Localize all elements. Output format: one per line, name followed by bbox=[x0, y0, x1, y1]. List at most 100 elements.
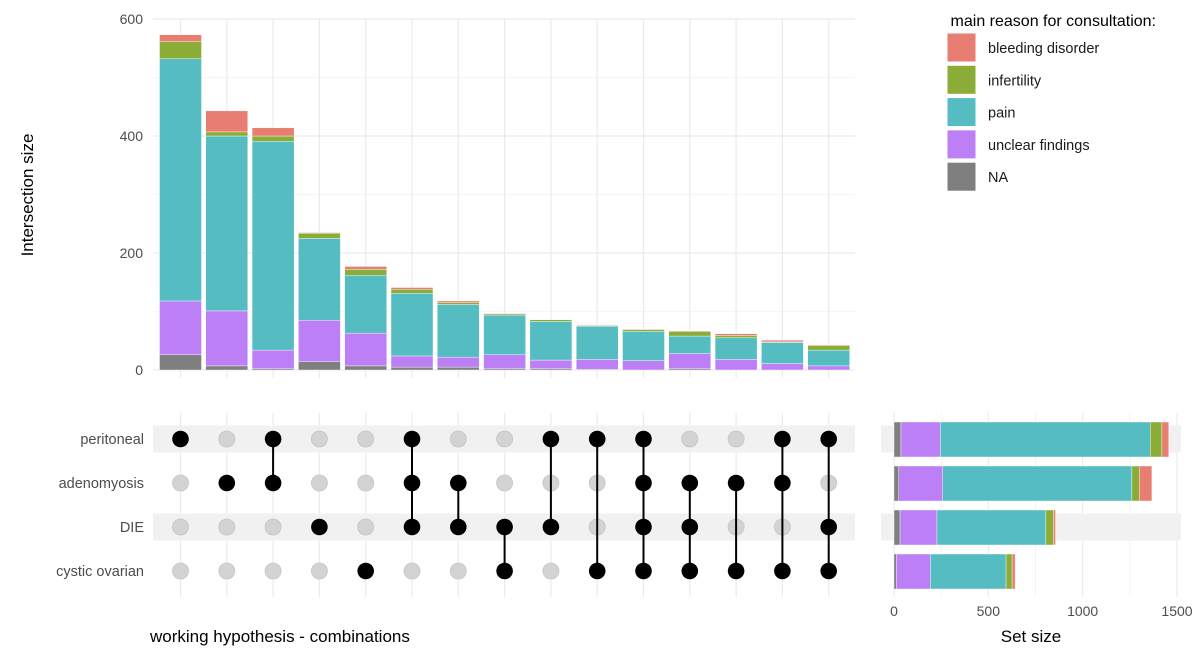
matrix-dot-active bbox=[172, 430, 189, 448]
set-bar-segment-unclear-findings bbox=[899, 509, 938, 546]
matrix-dot-inactive bbox=[496, 430, 514, 448]
bar-segment-unclear-findings bbox=[576, 359, 619, 370]
intersection-bar bbox=[344, 266, 387, 371]
intersection-bar bbox=[205, 110, 249, 371]
matrix-dot-inactive bbox=[172, 474, 189, 492]
bar-segment-unclear-findings bbox=[205, 310, 249, 367]
legend-swatch bbox=[946, 129, 977, 160]
matrix-dot-active bbox=[820, 430, 837, 448]
bar-segment-infertility bbox=[529, 319, 573, 322]
intersection-bar bbox=[622, 328, 665, 371]
intersection-bar bbox=[251, 127, 295, 371]
set-bar-segment-pain bbox=[942, 465, 1133, 502]
bar-segment-infertility bbox=[668, 331, 711, 337]
y-tick-label: 200 bbox=[120, 245, 144, 261]
bar-segment-bleeding-disorder bbox=[668, 330, 711, 332]
set-bar-segment-bleeding-disorder bbox=[1161, 421, 1169, 458]
set-bar-segment-infertility bbox=[1045, 509, 1054, 546]
matrix-column bbox=[264, 430, 282, 580]
matrix-dot-inactive bbox=[264, 562, 282, 580]
matrix-dot-active bbox=[218, 474, 236, 492]
set-bar-segment-infertility bbox=[1150, 421, 1163, 458]
x-tick-label: 0 bbox=[890, 603, 898, 619]
y-axis-title: Intersection size bbox=[18, 134, 37, 257]
legend-swatch bbox=[946, 32, 977, 63]
matrix-column bbox=[635, 430, 652, 580]
matrix-dot-active bbox=[357, 562, 375, 580]
matrix-dot-active bbox=[635, 430, 652, 448]
x-tick-label: 500 bbox=[977, 603, 1001, 619]
bar-segment-unclear-findings bbox=[483, 354, 526, 370]
matrix-dot-active bbox=[496, 562, 513, 580]
matrix-dot-inactive bbox=[449, 562, 467, 580]
y-tick-label: 400 bbox=[120, 128, 144, 144]
matrix-dot-active bbox=[774, 430, 791, 448]
matrix-dot-active bbox=[681, 474, 699, 492]
bar-segment-unclear-findings bbox=[251, 349, 295, 370]
bar-segment-pain bbox=[529, 321, 573, 361]
bar-segment-unclear-findings bbox=[714, 359, 758, 371]
intersection-bar bbox=[761, 339, 804, 371]
bar-segment-na bbox=[437, 366, 480, 371]
legend-swatch bbox=[946, 161, 977, 192]
set-bar-segment-infertility bbox=[1131, 465, 1140, 502]
bar-segment-bleeding-disorder bbox=[714, 333, 758, 336]
bar-segment-pain bbox=[205, 135, 249, 312]
bar-segment-pain bbox=[761, 342, 804, 364]
legend-label: bleeding disorder bbox=[988, 41, 1099, 57]
bar-segment-unclear-findings bbox=[529, 359, 573, 370]
bar-segment-infertility bbox=[251, 135, 295, 142]
x-tick-label: 1000 bbox=[1067, 603, 1098, 619]
matrix-column bbox=[496, 430, 514, 580]
matrix-dot-active bbox=[820, 562, 837, 580]
legend-label: NA bbox=[988, 170, 1008, 186]
legend-label: pain bbox=[988, 106, 1015, 122]
intersection-matrix bbox=[172, 430, 838, 580]
legend-label: infertility bbox=[988, 73, 1042, 89]
bar-segment-unclear-findings bbox=[761, 363, 804, 371]
matrix-column bbox=[357, 430, 375, 580]
set-bar-segment-pain bbox=[936, 509, 1047, 546]
matrix-column bbox=[310, 430, 328, 580]
matrix-dot-active bbox=[264, 430, 282, 448]
matrix-dot-active bbox=[588, 430, 606, 448]
matrix-dot-inactive bbox=[218, 562, 236, 580]
y-tick-label: 600 bbox=[120, 11, 144, 27]
matrix-dot-active bbox=[635, 562, 652, 580]
legend: main reason for consultation: bleeding d… bbox=[946, 13, 1156, 192]
matrix-x-axis-title: working hypothesis - combinations bbox=[149, 627, 410, 646]
set-bar-segment-na bbox=[893, 465, 899, 502]
bar-segment-infertility bbox=[622, 329, 665, 332]
bar-segment-bleeding-disorder bbox=[251, 127, 295, 137]
matrix-column bbox=[588, 430, 606, 580]
bar-segment-pain bbox=[483, 314, 526, 355]
bar-segment-infertility bbox=[205, 131, 249, 137]
legend-title: main reason for consultation: bbox=[951, 13, 1156, 30]
set-label-adenomyosis: adenomyosis bbox=[59, 476, 144, 492]
matrix-dot-active bbox=[635, 518, 652, 536]
bar-segment-bleeding-disorder bbox=[159, 34, 202, 43]
bar-segment-bleeding-disorder bbox=[390, 287, 434, 290]
bar-segment-unclear-findings bbox=[344, 332, 387, 367]
legend-swatch bbox=[946, 97, 977, 128]
matrix-dot-inactive bbox=[218, 518, 236, 536]
bar-segment-unclear-findings bbox=[807, 365, 850, 371]
set-label-peritoneal: peritoneal bbox=[80, 432, 144, 448]
set-bar-segment-unclear-findings bbox=[896, 553, 931, 590]
intersection-bar bbox=[668, 330, 711, 371]
legend-entry-pain: pain bbox=[946, 97, 1015, 128]
legend-label: unclear findings bbox=[988, 138, 1090, 154]
matrix-dot-inactive bbox=[357, 430, 375, 448]
matrix-dot-active bbox=[635, 474, 652, 492]
bar-segment-bleeding-disorder bbox=[807, 344, 850, 346]
set-bar-segment-bleeding-disorder bbox=[1139, 465, 1153, 502]
set-bar-segment-pain bbox=[930, 553, 1007, 590]
bar-segment-bleeding-disorder bbox=[576, 324, 619, 326]
bar-segment-pain bbox=[390, 293, 434, 357]
bar-segment-bleeding-disorder bbox=[298, 232, 341, 234]
x-tick-label: 1500 bbox=[1161, 603, 1192, 619]
matrix-column bbox=[218, 430, 236, 580]
bar-segment-na bbox=[159, 354, 202, 371]
matrix-dot-active bbox=[264, 474, 282, 492]
